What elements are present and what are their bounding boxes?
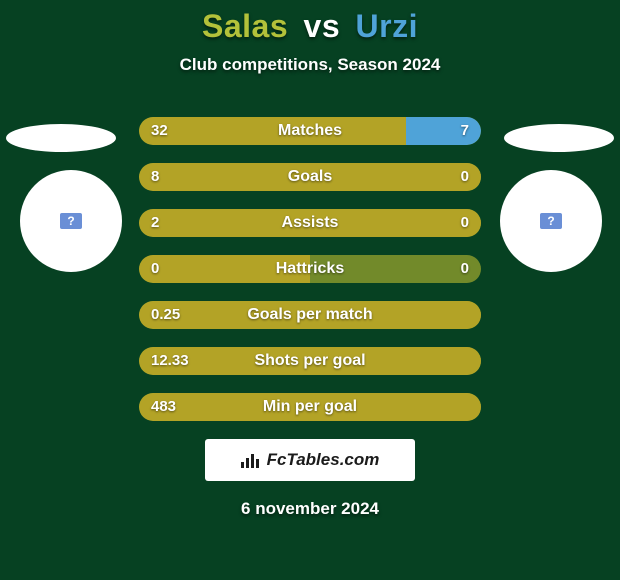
title-vs: vs bbox=[304, 8, 341, 44]
stat-label: Shots per goal bbox=[139, 347, 481, 375]
stat-row: 80Goals bbox=[139, 163, 481, 191]
title-player2: Urzi bbox=[356, 8, 418, 44]
title-player1: Salas bbox=[202, 8, 288, 44]
stat-label: Matches bbox=[139, 117, 481, 145]
unknown-club-icon bbox=[60, 213, 82, 229]
player1-badge bbox=[20, 170, 122, 272]
stat-row: 20Assists bbox=[139, 209, 481, 237]
unknown-club-icon bbox=[540, 213, 562, 229]
date: 6 november 2024 bbox=[0, 499, 620, 519]
stat-row: 12.33Shots per goal bbox=[139, 347, 481, 375]
subtitle: Club competitions, Season 2024 bbox=[0, 55, 620, 75]
stat-row: 00Hattricks bbox=[139, 255, 481, 283]
stat-row: 0.25Goals per match bbox=[139, 301, 481, 329]
stats-container: 327Matches 80Goals 20Assists 00Hattricks 0.2… bbox=[139, 117, 481, 421]
stat-row: 483Min per goal bbox=[139, 393, 481, 421]
stat-label: Assists bbox=[139, 209, 481, 237]
content: Salas vs Urzi Club competitions, Season … bbox=[0, 0, 620, 580]
stat-label: Goals bbox=[139, 163, 481, 191]
stat-label: Hattricks bbox=[139, 255, 481, 283]
attribution: FcTables.com bbox=[205, 439, 415, 481]
player1-oval bbox=[6, 124, 116, 152]
player2-badge bbox=[500, 170, 602, 272]
bar-chart-icon bbox=[241, 452, 261, 468]
page-title: Salas vs Urzi bbox=[0, 8, 620, 45]
attribution-text: FcTables.com bbox=[267, 450, 380, 470]
stat-label: Min per goal bbox=[139, 393, 481, 421]
player2-oval bbox=[504, 124, 614, 152]
stat-label: Goals per match bbox=[139, 301, 481, 329]
stat-row: 327Matches bbox=[139, 117, 481, 145]
